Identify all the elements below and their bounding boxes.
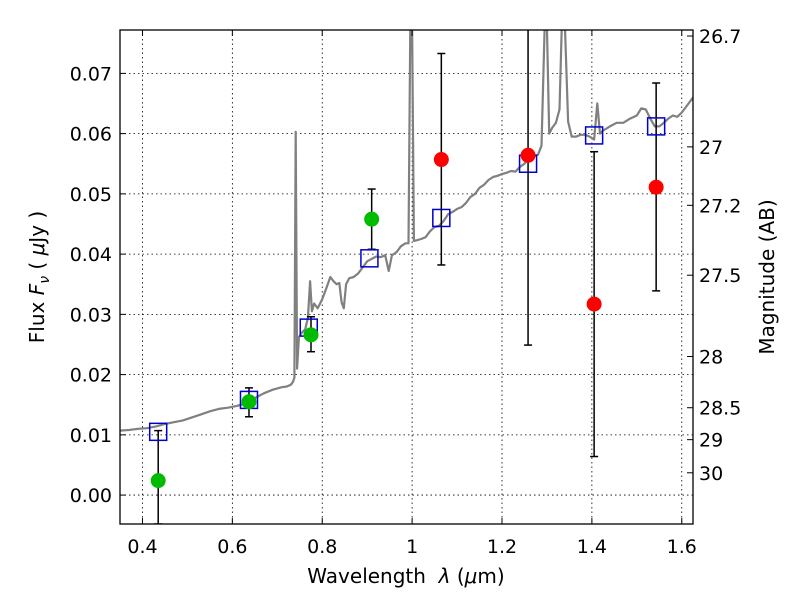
x-tick-label: 0.4: [127, 536, 157, 558]
y2-tick-label: 28: [699, 347, 723, 369]
y-tick-label: 0.03: [70, 304, 112, 326]
x-tick-label: 1.4: [577, 536, 607, 558]
observed-circle-marker: [433, 152, 449, 168]
y2-tick-label: 29: [699, 430, 723, 452]
y2-tick-label: 28.5: [699, 398, 741, 420]
observed-circle-marker: [648, 179, 664, 195]
x-tick-label: 0.6: [217, 536, 247, 558]
y-tick-label: 0.01: [70, 425, 112, 447]
observed-circle-marker: [303, 327, 319, 343]
x-axis-label: Wavelength λ (μm): [307, 564, 504, 588]
y-tick-label: 0.00: [70, 485, 112, 507]
y-tick-label: 0.05: [70, 184, 112, 206]
model-square-marker: [646, 117, 666, 136]
x-tick-label: 1.6: [667, 536, 697, 558]
model-square-marker: [360, 249, 379, 268]
x-tick-label: 1.2: [487, 536, 517, 558]
observed-circle-marker: [520, 147, 536, 163]
y2-tick-label: 27.5: [699, 265, 741, 287]
y2-axis-label: Magnitude (AB): [755, 199, 779, 354]
y-tick-label: 0.02: [70, 365, 112, 387]
model-square-marker: [148, 422, 168, 442]
spectrum-line: [120, 30, 693, 432]
y-tick-label: 0.07: [70, 63, 112, 85]
observed-circle-marker: [364, 211, 380, 227]
observed-circle-markers: [150, 147, 664, 489]
y-tick-label: 0.06: [70, 124, 112, 146]
y-tick-label: 0.04: [70, 244, 112, 266]
spectrum-layer: [120, 30, 693, 432]
observed-circle-marker: [150, 473, 166, 489]
x-tick-label: 1: [406, 536, 418, 558]
y2-tick-label: 30: [699, 463, 723, 485]
y2-tick-label: 27.2: [699, 195, 741, 217]
model-square-marker: [432, 208, 451, 228]
observed-circle-marker: [241, 394, 257, 410]
model-square-marker: [584, 126, 604, 145]
plot-frame: [119, 29, 694, 525]
y2-tick-label: 26.7: [699, 26, 741, 48]
axis-ticks: 0.4 0.6 0.8 1 1.2 1.4 1.6 0.00 0.01 0.02 0.03 0.04 0…: [70, 26, 742, 558]
y2-tick-label: 27: [699, 137, 723, 159]
x-tick-label: 0.8: [307, 536, 337, 558]
observed-circle-marker: [586, 296, 602, 312]
model-square-markers: [148, 117, 666, 442]
plot-area: [120, 30, 693, 524]
y-axis-label: Flux Fν ( μJy ): [25, 211, 53, 343]
